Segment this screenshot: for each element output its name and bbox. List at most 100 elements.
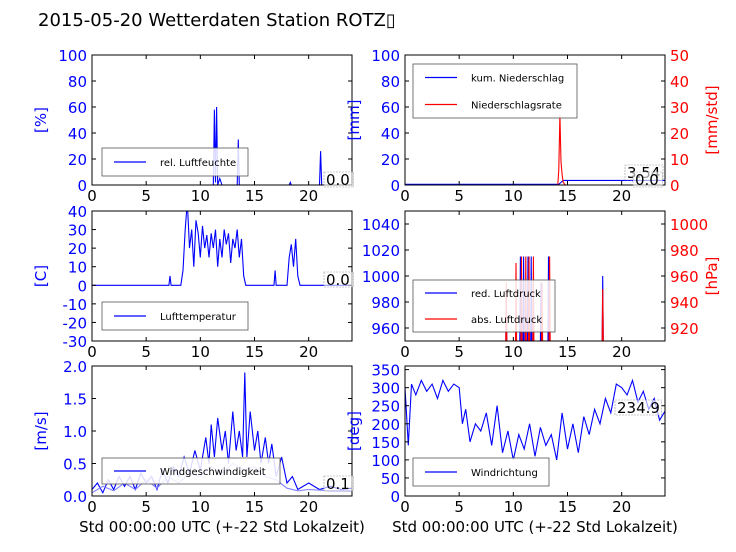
value-readout-text: 0.0 bbox=[635, 171, 659, 189]
y2-tick-label: 50 bbox=[670, 47, 689, 65]
y-tick-label: 30 bbox=[68, 222, 87, 240]
value-readout-text: 0.0 bbox=[326, 171, 350, 189]
y-axis-label: [deg] bbox=[345, 411, 363, 451]
x-tick-label: 15 bbox=[245, 187, 264, 205]
y-axis-label: [mm] bbox=[345, 100, 363, 141]
legend-label: red. Luftdruck bbox=[471, 289, 541, 300]
legend: Windrichtung bbox=[412, 457, 550, 487]
value-readout-text: 0.1 bbox=[326, 475, 350, 493]
y-tick-label: 20 bbox=[68, 240, 87, 258]
x-tick-label: 0 bbox=[87, 498, 97, 516]
legend: red. Luftdruck abs. Luftdruck bbox=[412, 279, 556, 333]
y-tick-label: 200 bbox=[371, 416, 400, 434]
plot-frame bbox=[91, 54, 353, 186]
x-tick-label: 10 bbox=[504, 498, 523, 516]
y2-tick-label: 940 bbox=[670, 294, 699, 312]
legend: Lufttemperatur bbox=[101, 301, 249, 331]
y-tick-label: 80 bbox=[68, 73, 87, 91]
y-tick-label: 0 bbox=[77, 277, 87, 295]
value-readout: 0.0 bbox=[323, 271, 354, 289]
legend-label: Lufttemperatur bbox=[160, 312, 237, 323]
chart-wind_speed: 0 5 10 15 20 0.0 0.5 1.0 1.5 2.0 [m/s] Std 00:00:00… bbox=[32, 358, 365, 536]
value-readout-box bbox=[614, 399, 662, 416]
x-tick-label: 5 bbox=[141, 498, 151, 516]
value-readout-text: 234.9 bbox=[617, 399, 660, 417]
y-tick-label: 1020 bbox=[362, 242, 400, 260]
plot-frame bbox=[404, 54, 666, 186]
y-tick-label: 300 bbox=[371, 380, 400, 398]
y-tick-label: 60 bbox=[68, 99, 87, 117]
value-readout: 0.0 bbox=[632, 171, 663, 189]
x-tick-label: 0 bbox=[400, 343, 410, 361]
legend-box bbox=[412, 63, 578, 119]
value-readout-box bbox=[632, 171, 663, 188]
y-tick-label: 0.0 bbox=[63, 488, 87, 506]
y-tick-label: -20 bbox=[63, 314, 88, 332]
y-tick-label: 1.5 bbox=[63, 391, 87, 409]
x-tick-label: 10 bbox=[191, 498, 210, 516]
y-tick-label: 20 bbox=[68, 151, 87, 169]
y2-axis-label: [mm/std] bbox=[703, 85, 721, 154]
y-axis-label: [%] bbox=[32, 107, 50, 133]
y-tick-label: -10 bbox=[63, 296, 88, 314]
y-tick-label: 0 bbox=[77, 177, 87, 195]
y-tick-label: 0 bbox=[390, 488, 400, 506]
series-line-pressure-0 bbox=[505, 256, 604, 341]
x-tick-label: 20 bbox=[612, 343, 631, 361]
x-tick-label: 10 bbox=[191, 187, 210, 205]
y-tick-label: 1000 bbox=[362, 268, 400, 286]
y-tick-label: -30 bbox=[63, 333, 88, 351]
legend-label: Windgeschwindigkeit bbox=[160, 467, 266, 478]
legend-label: Niederschlagsrate bbox=[471, 101, 562, 112]
x-tick-label: 20 bbox=[299, 343, 318, 361]
x-tick-label: 15 bbox=[245, 343, 264, 361]
x-tick-label: 10 bbox=[504, 343, 523, 361]
x-tick-label: 5 bbox=[454, 498, 464, 516]
x-axis-label: Std 00:00:00 UTC (+-22 Std Lokalzeit) bbox=[392, 518, 678, 536]
y-tick-label: 10 bbox=[68, 259, 87, 277]
y-tick-label: 1040 bbox=[362, 216, 400, 234]
x-tick-label: 20 bbox=[612, 498, 631, 516]
x-tick-label: 0 bbox=[87, 343, 97, 361]
y2-tick-label: 0 bbox=[670, 177, 680, 195]
y-axis-label: [m/s] bbox=[32, 411, 50, 450]
x-tick-label: 0 bbox=[87, 187, 97, 205]
y-tick-label: 980 bbox=[371, 294, 400, 312]
y-tick-label: 40 bbox=[68, 125, 87, 143]
x-tick-label: 20 bbox=[299, 187, 318, 205]
y-axis-label: [C] bbox=[32, 265, 50, 287]
value-readout-text: 0.0 bbox=[326, 271, 350, 289]
series-line-wind_direction-0 bbox=[405, 378, 665, 461]
x-tick-label: 0 bbox=[400, 498, 410, 516]
x-tick-label: 15 bbox=[558, 187, 577, 205]
y2-tick-label: 20 bbox=[670, 125, 689, 143]
legend: Windgeschwindigkeit bbox=[101, 457, 281, 485]
legend-label: Windrichtung bbox=[471, 468, 538, 479]
value-readout-box bbox=[323, 271, 354, 288]
value-readout-box bbox=[323, 475, 354, 492]
x-tick-label: 5 bbox=[141, 187, 151, 205]
y-tick-label: 100 bbox=[371, 47, 400, 65]
y-tick-label: 80 bbox=[381, 73, 400, 91]
y-tick-label: 50 bbox=[381, 470, 400, 488]
value-readout: 234.9 bbox=[614, 399, 662, 417]
x-tick-label: 0 bbox=[400, 187, 410, 205]
x-tick-label: 20 bbox=[299, 498, 318, 516]
x-tick-label: 10 bbox=[191, 343, 210, 361]
y2-tick-label: 10 bbox=[670, 151, 689, 169]
series-line-precip-1 bbox=[405, 114, 665, 185]
y2-axis-label: [hPa] bbox=[703, 257, 721, 296]
x-tick-label: 20 bbox=[612, 187, 631, 205]
page-title: 2015-05-20 Wetterdaten Station ROTZ▯ bbox=[38, 10, 396, 31]
legend-label: rel. Luftfeuchte bbox=[160, 158, 236, 169]
legend: kum. Niederschlag Niederschlagsrate bbox=[412, 63, 578, 119]
plot-frame bbox=[404, 365, 666, 497]
value-readout: 0.1 bbox=[323, 475, 354, 493]
x-tick-label: 15 bbox=[245, 498, 264, 516]
y-tick-label: 960 bbox=[371, 320, 400, 338]
y2-tick-label: 920 bbox=[670, 320, 699, 338]
